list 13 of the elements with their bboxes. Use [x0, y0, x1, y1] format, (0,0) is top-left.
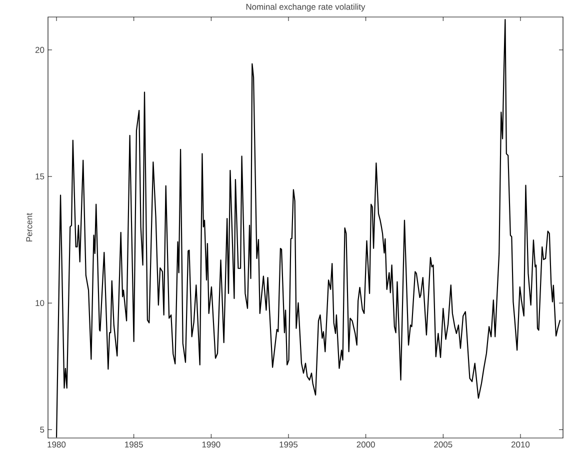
- x-tick-label: 2005: [434, 442, 452, 448]
- x-tick-label: 2010: [511, 442, 530, 448]
- y-tick-label: 10: [36, 300, 44, 306]
- x-tick-label: 1995: [280, 442, 298, 448]
- x-tick-label: 1980: [48, 442, 66, 448]
- y-axis-title: Percent: [26, 212, 32, 242]
- x-tick-label: 1985: [125, 442, 143, 448]
- chart-title: Nominal exchange rate volatility: [246, 4, 366, 12]
- y-tick-label: 15: [36, 174, 44, 180]
- y-tick-label: 5: [40, 426, 44, 433]
- y-tick-label: 20: [35, 46, 44, 53]
- x-tick-label: 2000: [356, 442, 375, 448]
- x-tick-label: 1990: [202, 442, 220, 448]
